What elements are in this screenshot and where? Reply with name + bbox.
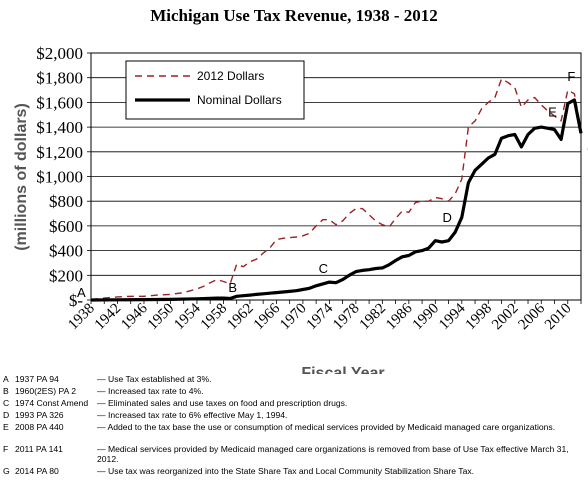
footnote-law: 2011 PA 141 (15, 444, 63, 454)
footnote-row: E 2008 PA 440 — Added to the tax base th… (3, 422, 588, 444)
chart-title: Michigan Use Tax Revenue, 1938 - 2012 (150, 6, 438, 25)
legend-label-2012-dollars: 2012 Dollars (197, 69, 264, 83)
x-axis-label: Fiscal Year (301, 365, 384, 374)
x-tick-label: 1986 (383, 300, 416, 333)
y-tick-label: $1,200 (36, 143, 83, 162)
footnote-law: 1937 PA 94 (15, 374, 59, 384)
x-tick-label: 1950 (145, 301, 178, 334)
x-tick-label: 1962 (224, 301, 257, 334)
footnote-law: 1960(2ES) PA 2 (15, 386, 76, 396)
footnote-text: — Use Tax established at 3%. (97, 374, 212, 384)
x-tick-label: 2002 (489, 301, 522, 334)
y-tick-label: $1,800 (36, 69, 83, 88)
footnote-row: C 1974 Const Amend — Eliminated sales an… (3, 398, 588, 410)
y-tick-label: $- (69, 291, 84, 310)
footnote-letter: C (3, 398, 10, 408)
footnote-letter: B (3, 386, 9, 396)
x-tick-label: 1978 (330, 301, 363, 334)
footnotes: A 1937 PA 94 — Use Tax established at 3%… (3, 374, 588, 478)
footnote-letter: G (3, 466, 10, 476)
x-tick-label: 2006 (516, 300, 549, 333)
x-tick-label: 1998 (463, 301, 496, 334)
footnote-row: F 2011 PA 141 — Medical services provide… (3, 444, 588, 466)
legend-box (125, 60, 305, 120)
y-tick-label: $200 (49, 266, 83, 285)
footnote-row: B 1960(2ES) PA 2 — Increased tax rate to… (3, 386, 588, 398)
annotation-label: D (442, 210, 451, 225)
annotation-label: B (228, 280, 237, 295)
footnote-text: — Medical services provided by Medicaid … (97, 444, 569, 465)
footnote-law: 1993 PA 326 (15, 410, 64, 420)
x-tick-label: 1974 (304, 300, 337, 333)
y-tick-label: $2,000 (36, 44, 83, 63)
footnote-law: 1974 Const Amend (15, 398, 89, 408)
footnote-letter: E (3, 422, 9, 432)
footnote-text: — Increased tax rate to 4%. (97, 386, 204, 396)
y-tick-label: $800 (49, 192, 83, 211)
x-tick-label: 1970 (277, 301, 310, 334)
x-tick-label: 1958 (198, 301, 231, 334)
footnote-letter: A (3, 374, 9, 384)
series-line-nominal-dollars (90, 98, 583, 302)
series-line-2012-dollars (90, 78, 582, 301)
annotation-label: E (548, 105, 557, 120)
footnote-text: — Eliminated sales and use taxes on food… (97, 398, 348, 408)
footnote-law: 2014 PA 80 (15, 466, 59, 476)
y-tick-label: $600 (49, 217, 83, 236)
annotation-label: F (567, 69, 575, 84)
footnote-text: — Use tax was reorganized into the State… (97, 466, 475, 476)
x-tick-label: 1982 (357, 301, 390, 334)
annotation-label: C (319, 261, 328, 276)
footnote-text: — Added to the tax base the use or consu… (97, 422, 556, 432)
x-tick-label: 1942 (92, 301, 125, 334)
x-tick-label: 1966 (251, 300, 284, 333)
chart: $- $200 $400 $600 $800 $1,000 $1,200 $1,400 $1,6… (13, 44, 588, 374)
footnote-row: G 2014 PA 80 — Use tax was reorganized i… (3, 466, 588, 478)
x-tick-label: 1994 (436, 300, 469, 333)
x-tick-label: 1954 (171, 300, 204, 333)
footnote-law: 2008 PA 440 (15, 422, 64, 432)
legend-label-nominal-dollars: Nominal Dollars (197, 93, 282, 107)
y-axis-label: (millions of dollars) (13, 103, 30, 251)
footnote-row: D 1993 PA 326 — Increased tax rate to 6%… (3, 410, 588, 422)
footnote-text: — Increased tax rate to 6% effective May… (97, 410, 288, 420)
footnote-letter: F (3, 444, 9, 454)
footnote-row: A 1937 PA 94 — Use Tax established at 3%… (3, 374, 588, 386)
y-tick-label: $1,600 (36, 93, 83, 112)
y-tick-label: $1,000 (36, 168, 83, 187)
annotation-label: A (77, 285, 86, 300)
y-tick-label: $400 (49, 242, 83, 261)
x-tick-label: 2010 (542, 301, 575, 334)
legend: 2012 Dollars Nominal Dollars (125, 60, 305, 120)
y-tick-label: $1,400 (36, 118, 83, 137)
x-tick-label: 1990 (410, 301, 443, 334)
footnote-letter: D (3, 410, 10, 420)
x-tick-label: 1946 (118, 300, 151, 333)
